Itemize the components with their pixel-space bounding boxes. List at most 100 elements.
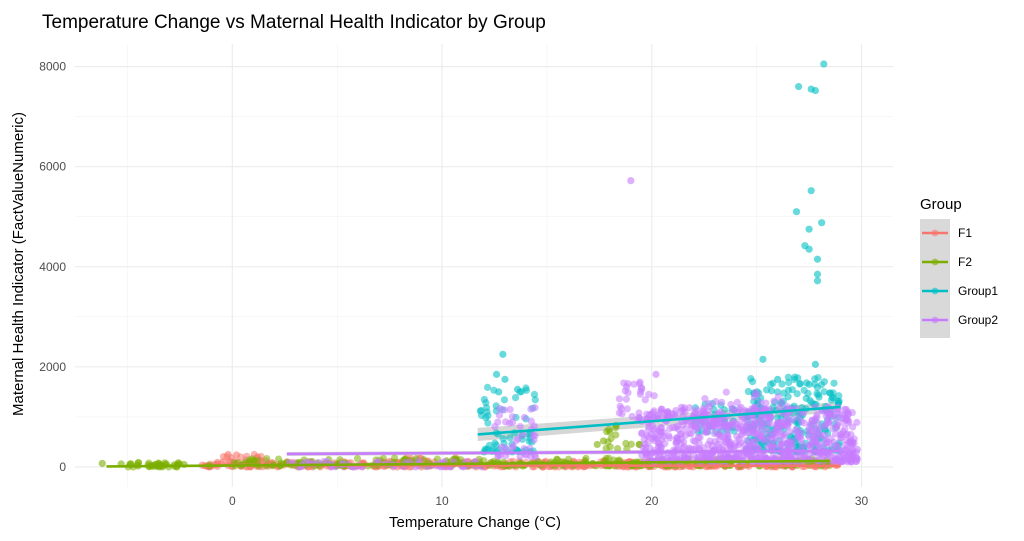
- data-point: [706, 402, 714, 411]
- legend-item-f1: F1: [922, 226, 972, 240]
- data-point: [691, 408, 699, 416]
- data-point: [745, 428, 753, 437]
- data-point: [726, 423, 734, 431]
- data-point: [853, 418, 861, 427]
- data-point: [796, 380, 804, 388]
- data-point: [735, 435, 743, 443]
- chart-title: Temperature Change vs Maternal Health In…: [42, 12, 546, 33]
- data-point: [763, 386, 771, 394]
- data-point: [700, 444, 708, 452]
- data-point: [661, 440, 669, 448]
- fit-line-group2: [286, 449, 841, 456]
- data-point: [613, 445, 622, 453]
- data-point: [480, 395, 488, 404]
- fit-lines: [106, 405, 841, 468]
- y-axis-title: Maternal Health Indicator (FactValueNume…: [10, 112, 27, 416]
- data-point: [827, 434, 835, 443]
- series-group1-points: [476, 60, 844, 456]
- data-point: [841, 405, 849, 414]
- data-point: [835, 397, 843, 405]
- data-point: [712, 398, 720, 406]
- data-point: [530, 422, 539, 430]
- data-point: [752, 454, 760, 462]
- data-point: [683, 418, 691, 426]
- data-point: [499, 350, 507, 358]
- legend-point-icon: [931, 229, 939, 237]
- data-point: [680, 438, 688, 446]
- data-point: [800, 386, 808, 394]
- data-point: [714, 430, 722, 438]
- x-tick-label: 20: [645, 494, 659, 508]
- data-point: [657, 405, 665, 413]
- data-point: [602, 444, 610, 452]
- data-point: [553, 455, 561, 463]
- data-point: [772, 423, 780, 431]
- data-point: [724, 454, 732, 463]
- data-point: [508, 444, 516, 452]
- legend-label: Group2: [958, 313, 998, 327]
- data-point: [811, 437, 820, 445]
- legend-label: F1: [958, 226, 972, 240]
- legend-point-icon: [931, 316, 939, 324]
- data-point: [734, 420, 742, 428]
- y-axis-ticks: 0 2000 4000 6000 8000: [39, 60, 66, 474]
- data-point: [483, 383, 492, 391]
- data-point: [805, 380, 813, 388]
- data-point: [527, 405, 535, 413]
- data-point: [845, 417, 853, 425]
- data-point: [790, 375, 799, 384]
- data-point: [766, 419, 774, 428]
- data-point: [820, 388, 828, 396]
- data-point: [500, 406, 508, 414]
- y-tick-label: 8000: [39, 60, 66, 74]
- data-point: [724, 431, 732, 440]
- data-point: [808, 416, 816, 424]
- data-point: [508, 413, 517, 421]
- data-point: [792, 208, 801, 216]
- data-point: [818, 219, 826, 227]
- data-point: [778, 398, 786, 406]
- data-point: [622, 439, 630, 447]
- data-point: [627, 440, 635, 448]
- data-point: [797, 429, 805, 437]
- data-point: [780, 432, 788, 440]
- data-point: [650, 392, 658, 400]
- fit-line-f2: [106, 459, 831, 468]
- data-point: [744, 387, 752, 396]
- data-point: [320, 458, 328, 466]
- data-point: [640, 435, 648, 443]
- data-point: [753, 390, 761, 399]
- legend-item-group1: Group1: [922, 284, 998, 298]
- data-point: [482, 403, 491, 412]
- data-point: [530, 436, 538, 444]
- data-point: [652, 370, 660, 378]
- data-point: [748, 405, 756, 413]
- data-point: [820, 60, 828, 68]
- data-point: [833, 443, 841, 451]
- data-point: [709, 452, 717, 460]
- x-tick-label: 10: [435, 494, 449, 508]
- x-tick-label: 30: [855, 494, 869, 508]
- data-point: [501, 375, 509, 383]
- data-point: [805, 225, 813, 233]
- legend-point-icon: [931, 258, 939, 266]
- y-tick-label: 4000: [39, 260, 66, 274]
- data-points: [98, 60, 861, 471]
- fit-line-group1: [477, 405, 841, 436]
- data-point: [637, 387, 645, 396]
- x-tick-label: 0: [229, 494, 236, 508]
- data-point: [813, 277, 822, 285]
- data-point: [743, 436, 751, 444]
- data-point: [98, 459, 106, 468]
- data-point: [630, 380, 638, 388]
- data-point: [516, 422, 524, 431]
- data-point: [847, 438, 855, 446]
- data-point: [647, 430, 656, 438]
- data-point: [726, 442, 734, 451]
- data-point: [774, 375, 782, 383]
- data-point: [491, 422, 499, 431]
- data-point: [831, 430, 840, 438]
- data-point: [706, 437, 714, 445]
- data-point: [788, 386, 796, 394]
- data-point: [737, 403, 745, 411]
